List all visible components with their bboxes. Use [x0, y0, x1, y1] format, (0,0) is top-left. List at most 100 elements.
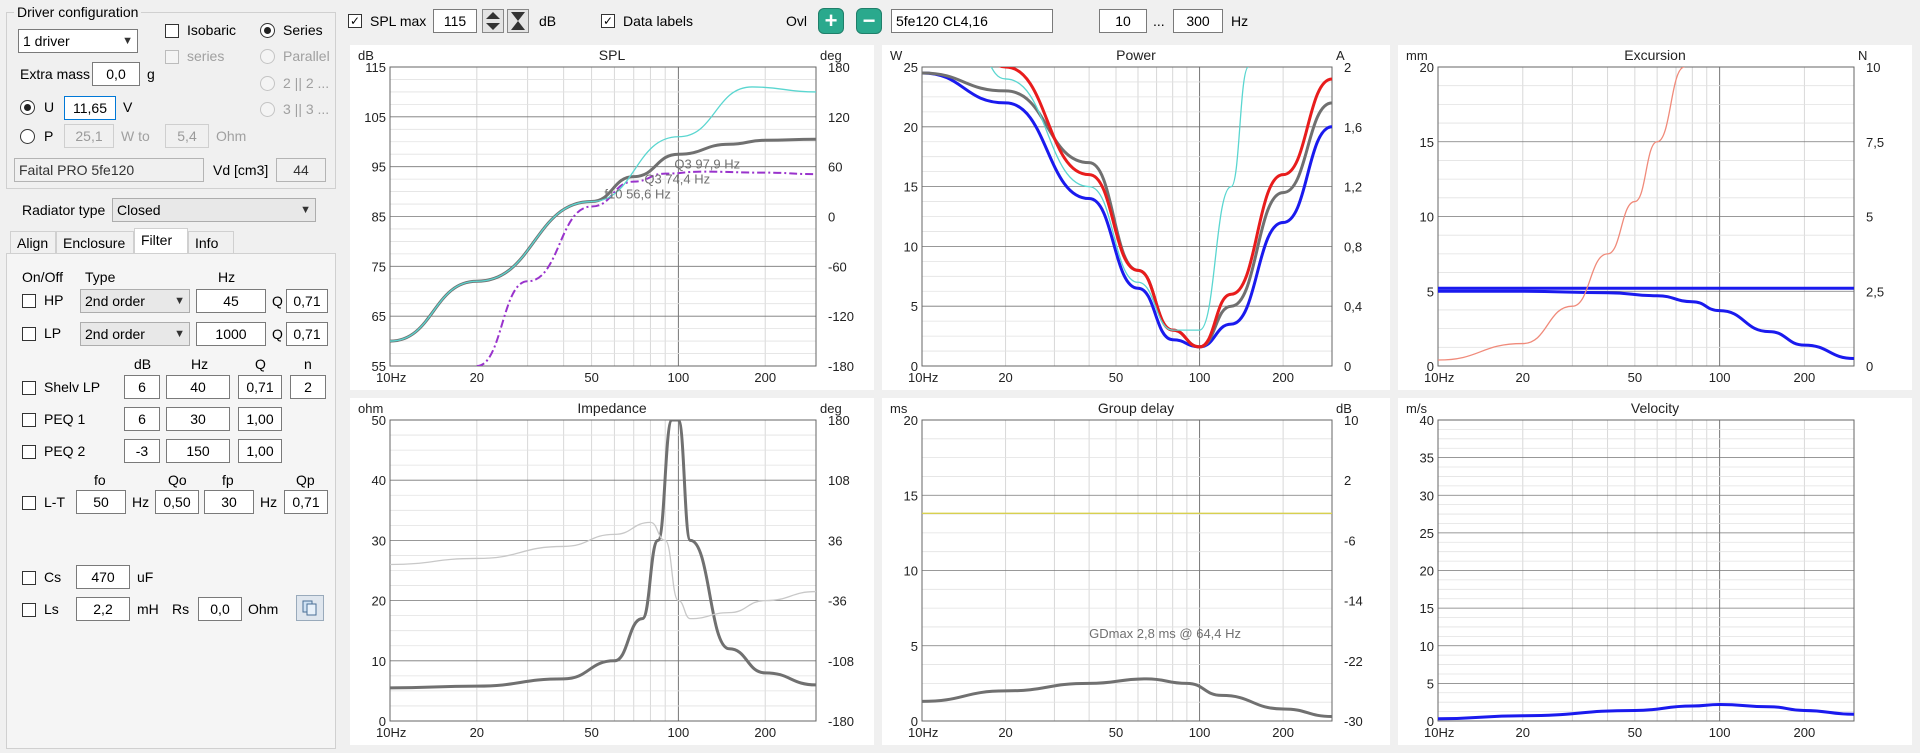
chart-title: Impedance	[577, 400, 646, 416]
hp-checkbox[interactable]	[22, 294, 36, 308]
lt-qo-input[interactable]: 0,50	[155, 490, 199, 514]
lp-q-input[interactable]: 0,71	[286, 322, 328, 346]
lt-checkbox[interactable]	[22, 496, 36, 510]
radiator-type-select[interactable]: Closed ▼	[112, 198, 316, 222]
n-col-header: n	[304, 356, 312, 372]
y2-tick-label: -14	[1344, 594, 1363, 609]
y-tick-label: 5	[1427, 676, 1434, 691]
p-radio[interactable]	[20, 129, 35, 144]
plot-frame	[921, 419, 1333, 722]
spl-max-checkbox[interactable]: ✓	[348, 14, 362, 28]
lt-fo-input[interactable]: 50	[76, 490, 126, 514]
hp-q-input[interactable]: 0,71	[286, 289, 328, 313]
hp-hz-input[interactable]: 45	[196, 289, 266, 313]
y-tick-label: 10	[904, 239, 918, 254]
overlay-add-button[interactable]: +	[818, 8, 844, 34]
x-tick-label: 200	[754, 725, 776, 740]
peq2-hz-input[interactable]: 150	[166, 439, 230, 463]
tab-info[interactable]: Info	[188, 231, 234, 253]
driver-count-select[interactable]: 1 driver ▼	[18, 29, 138, 53]
chart-title: Velocity	[1631, 400, 1679, 416]
isobaric-checkbox[interactable]	[165, 24, 179, 38]
y2-tick-label: 2	[1344, 473, 1351, 488]
shelv-hz-input[interactable]: 40	[166, 375, 230, 399]
y-axis-unit: ohm	[358, 401, 383, 416]
ohm-unit-label: Ohm	[216, 128, 247, 144]
chart-background	[1398, 45, 1912, 390]
shelv-lp-checkbox[interactable]	[22, 381, 36, 395]
qo-header: Qo	[168, 472, 187, 488]
spl-max-input[interactable]: 115	[433, 9, 477, 33]
spl-range-button[interactable]	[507, 9, 529, 33]
rs-input[interactable]: 0,0	[198, 597, 242, 621]
y2-tick-label: -30	[1344, 714, 1363, 729]
cs-input[interactable]: 470	[76, 565, 130, 589]
rs-label: Rs	[172, 601, 190, 617]
lp-type-select[interactable]: 2nd order ▼	[80, 322, 190, 346]
series-line-2	[998, 67, 1332, 349]
peq1-hz-input[interactable]: 30	[166, 407, 230, 431]
y2-tick-label: -108	[828, 654, 854, 669]
x-tick-label: 200	[1272, 725, 1294, 740]
opt2-radio[interactable]	[260, 76, 275, 91]
extra-mass-input[interactable]: 0,0	[92, 62, 140, 86]
spl-stepper-button[interactable]	[482, 9, 504, 33]
peq2-checkbox[interactable]	[22, 445, 36, 459]
series-radio[interactable]	[260, 23, 275, 38]
lt-hz2-label: Hz	[260, 494, 278, 510]
ohm-input[interactable]: 5,4	[165, 124, 209, 148]
x-tick-label: 10Hz	[1424, 370, 1454, 385]
p-power-input[interactable]: 25,1	[64, 124, 114, 148]
y2-tick-label: -22	[1344, 654, 1363, 669]
peq1-label: PEQ 1	[44, 411, 86, 427]
x-tick-label: 100	[1709, 370, 1731, 385]
copy-button[interactable]	[296, 595, 324, 621]
overlay-name-input[interactable]: 5fe120 CL4,16	[891, 9, 1053, 33]
u-voltage-input[interactable]: 11,65	[64, 96, 116, 120]
y-tick-label: 0	[911, 359, 918, 374]
shelv-q-input[interactable]: 0,71	[238, 375, 282, 399]
tab-align[interactable]: Align	[10, 231, 56, 253]
y-tick-label: 0	[1427, 359, 1434, 374]
y-tick-label: 20	[904, 413, 918, 428]
y-tick-label: 30	[372, 533, 386, 548]
y2-tick-label: -60	[828, 259, 847, 274]
opt3-radio[interactable]	[260, 102, 275, 117]
lp-hz-input[interactable]: 1000	[196, 322, 266, 346]
peq2-db-input[interactable]: -3	[124, 439, 160, 463]
y2-tick-label: 180	[828, 413, 850, 428]
ls-checkbox[interactable]	[22, 603, 36, 617]
lt-fp-input[interactable]: 30	[204, 490, 254, 514]
overlay-remove-button[interactable]: −	[856, 8, 882, 34]
peq1-checkbox[interactable]	[22, 413, 36, 427]
opt2-label: 2 || 2 ...	[283, 75, 330, 91]
shelv-db-input[interactable]: 6	[124, 375, 160, 399]
series-checkbox[interactable]	[165, 50, 179, 64]
ls-input[interactable]: 2,2	[76, 597, 130, 621]
tab-enclosure[interactable]: Enclosure	[56, 231, 134, 253]
minus-icon: −	[862, 8, 876, 33]
hp-type-select[interactable]: 2nd order ▼	[80, 289, 190, 313]
tab-filter[interactable]: Filter	[134, 228, 188, 253]
u-radio[interactable]	[20, 100, 35, 115]
x-tick-label: 200	[1794, 370, 1816, 385]
lt-qp-input[interactable]: 0,71	[284, 490, 328, 514]
cs-checkbox[interactable]	[22, 571, 36, 585]
peq2-q-input[interactable]: 1,00	[238, 439, 282, 463]
lp-q-label: Q	[272, 326, 283, 342]
y-axis-unit: m/s	[1406, 401, 1427, 416]
x-tick-label: 20	[470, 725, 484, 740]
lp-checkbox[interactable]	[22, 327, 36, 341]
plot-frame	[389, 66, 817, 367]
data-labels-checkbox[interactable]: ✓	[601, 14, 615, 28]
freq-min-input[interactable]: 10	[1099, 9, 1147, 33]
isobaric-label: Isobaric	[187, 22, 237, 38]
peq1-db-input[interactable]: 6	[124, 407, 160, 431]
y-tick-label: 30	[1420, 488, 1434, 503]
u-label: U	[44, 99, 55, 115]
shelv-n-input[interactable]: 2	[290, 375, 326, 399]
parallel-radio[interactable]	[260, 49, 275, 64]
rs-unit: Ohm	[248, 601, 279, 617]
freq-max-input[interactable]: 300	[1173, 9, 1223, 33]
peq1-q-input[interactable]: 1,00	[238, 407, 282, 431]
